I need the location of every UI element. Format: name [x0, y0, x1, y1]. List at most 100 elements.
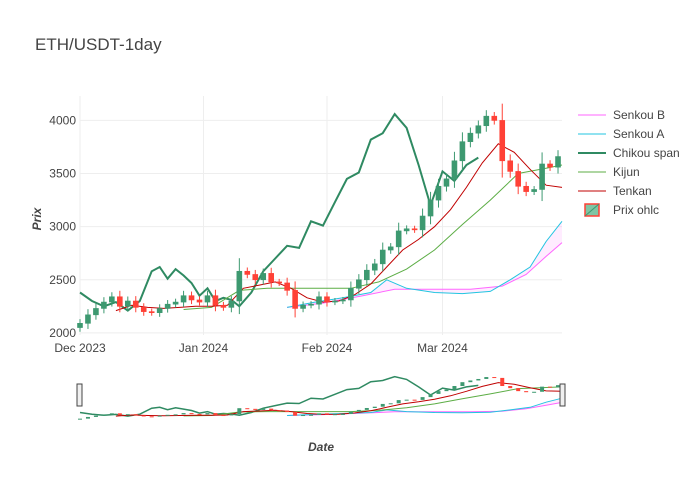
candlestick[interactable] — [276, 278, 282, 286]
candlestick[interactable] — [101, 297, 107, 314]
legend-item-senkou-a[interactable]: Senkou A — [578, 127, 664, 141]
candlestick[interactable] — [212, 289, 219, 312]
candlestick[interactable] — [483, 110, 490, 132]
candlestick[interactable] — [356, 274, 362, 294]
candlestick-mini — [348, 411, 353, 414]
candlestick[interactable] — [348, 281, 354, 307]
candlestick[interactable] — [140, 303, 147, 316]
candlestick[interactable] — [252, 269, 259, 285]
candlestick[interactable] — [196, 296, 203, 306]
candlestick[interactable] — [188, 291, 195, 305]
candlestick[interactable] — [507, 154, 514, 178]
candlestick[interactable] — [132, 296, 139, 313]
candlestick[interactable] — [523, 181, 529, 197]
candlestick-mini — [141, 415, 146, 417]
candlestick[interactable] — [387, 243, 394, 254]
candlestick[interactable] — [228, 296, 235, 313]
candlestick[interactable] — [475, 120, 482, 139]
candlestick-mini — [293, 412, 298, 416]
candlestick[interactable] — [491, 112, 498, 125]
candlestick[interactable] — [539, 152, 545, 202]
candlestick-mini — [301, 415, 306, 417]
range-slider-left-handle[interactable] — [76, 383, 83, 407]
candlestick-mini — [189, 413, 194, 415]
candlestick[interactable] — [172, 298, 179, 308]
candlestick[interactable] — [371, 258, 378, 276]
x-axis-title: Date — [308, 440, 334, 454]
candlestick[interactable] — [180, 290, 187, 307]
candlestick[interactable] — [125, 296, 131, 311]
candlestick[interactable] — [244, 267, 251, 279]
candlestick[interactable] — [364, 264, 370, 286]
candlestick-mini — [237, 408, 242, 415]
range-slider-preview — [78, 375, 563, 420]
legend-item-kijun[interactable]: Kijun — [578, 165, 640, 179]
tenkan-line — [115, 143, 563, 312]
candlestick[interactable] — [164, 300, 171, 313]
y-tick-label: 3000 — [49, 220, 76, 234]
candlestick[interactable] — [403, 225, 410, 235]
legend-item-tenkan[interactable]: Tenkan — [578, 184, 652, 198]
candlestick[interactable] — [308, 301, 314, 309]
candlestick[interactable] — [204, 290, 211, 307]
candlestick-mini — [78, 418, 82, 420]
candlestick-mini — [101, 414, 106, 416]
candlestick[interactable] — [324, 292, 330, 307]
candlestick[interactable] — [220, 301, 227, 311]
candlestick-mini — [229, 414, 234, 416]
candlestick-mini — [388, 403, 393, 405]
candlestick[interactable] — [435, 178, 442, 208]
candlestick-mini — [492, 377, 497, 379]
legend-item-senkou-b[interactable]: Senkou B — [578, 108, 665, 122]
candlestick-mini — [532, 391, 537, 393]
candlestick-mini — [221, 415, 226, 417]
candlestick[interactable] — [332, 297, 338, 306]
candlestick-mini — [205, 413, 210, 415]
candlestick-mini — [117, 413, 122, 416]
candlestick[interactable] — [236, 258, 243, 315]
candlestick[interactable] — [515, 163, 521, 195]
candlestick[interactable] — [300, 301, 306, 313]
candlestick[interactable] — [156, 304, 163, 317]
candlestick-mini — [181, 413, 186, 415]
candlestick-mini — [285, 410, 290, 413]
candlestick[interactable] — [395, 222, 402, 256]
candlestick[interactable] — [499, 103, 506, 178]
legend-label: Prix ohlc — [613, 203, 659, 217]
legend-label: Chikou span — [613, 146, 680, 160]
candlestick[interactable] — [467, 127, 474, 148]
candlestick[interactable] — [379, 242, 386, 272]
candlestick[interactable] — [547, 160, 553, 171]
candlestick[interactable] — [531, 186, 537, 195]
candlestick-mini — [253, 408, 258, 410]
candlestick[interactable] — [411, 225, 418, 233]
candlestick[interactable] — [555, 150, 561, 174]
candlestick[interactable] — [117, 290, 123, 313]
candlestick[interactable] — [268, 267, 275, 288]
y-tick-label: 3500 — [49, 167, 76, 181]
candlestick[interactable] — [419, 208, 426, 238]
range-slider[interactable] — [76, 369, 566, 426]
candlestick[interactable] — [109, 292, 115, 307]
candlestick[interactable] — [260, 268, 267, 285]
candlestick[interactable] — [93, 303, 99, 320]
candlestick[interactable] — [85, 309, 91, 329]
candlestick[interactable] — [292, 281, 298, 318]
candlestick[interactable] — [459, 132, 466, 171]
candlestick[interactable] — [148, 308, 155, 316]
legend-label: Senkou A — [613, 127, 664, 141]
legend[interactable]: Senkou B Senkou A Chikou span Kijun Tenkan Pr… — [578, 108, 680, 217]
candlestick[interactable] — [340, 296, 346, 305]
y-axis-title: Prix — [30, 206, 44, 230]
candlestick[interactable] — [451, 151, 458, 188]
candlestick[interactable] — [284, 277, 290, 296]
main-plot[interactable] — [77, 103, 563, 332]
candlestick[interactable] — [316, 291, 322, 310]
legend-item-prix-ohlc[interactable]: Prix ohlc — [584, 203, 659, 217]
range-slider-right-handle[interactable] — [559, 383, 566, 407]
candlestick[interactable] — [77, 319, 83, 332]
candlestick[interactable] — [443, 173, 450, 192]
candlestick[interactable] — [427, 191, 434, 225]
legend-label: Senkou B — [613, 108, 665, 122]
legend-item-chikou-span[interactable]: Chikou span — [578, 146, 680, 160]
